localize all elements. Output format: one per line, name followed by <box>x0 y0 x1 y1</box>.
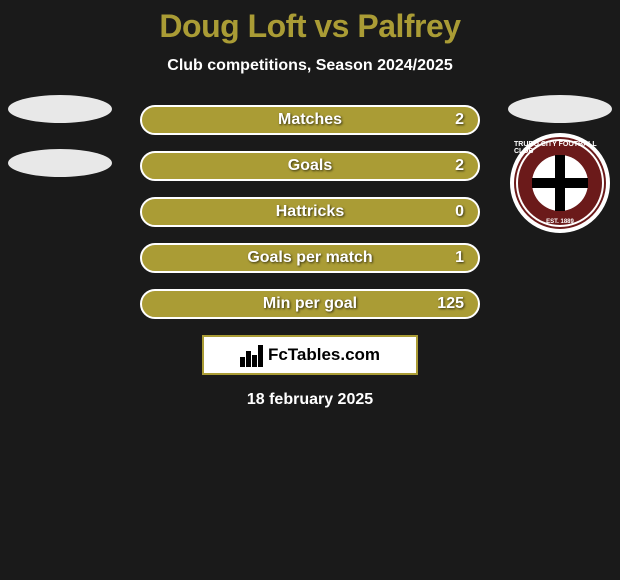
stat-row-hattricks: Hattricks 0 <box>140 197 480 227</box>
club-badge: TRURO CITY FOOTBALL CLUB EST. 1889 <box>510 133 610 233</box>
stat-label: Goals <box>288 157 332 175</box>
stat-value-right: 1 <box>455 249 464 267</box>
chart-bar <box>252 355 257 367</box>
date-text: 18 february 2025 <box>0 391 620 409</box>
comparison-title: Doug Loft vs Palfrey <box>0 8 620 45</box>
player1-name: Doug Loft <box>159 8 306 44</box>
chart-icon <box>240 343 264 367</box>
chart-bar <box>258 345 263 367</box>
right-placeholder-group: TRURO CITY FOOTBALL CLUB EST. 1889 <box>508 95 612 233</box>
chart-bar <box>246 351 251 367</box>
placeholder-oval <box>8 95 112 123</box>
left-placeholder-group <box>8 95 112 203</box>
site-brand-text: FcTables.com <box>268 345 380 365</box>
placeholder-oval <box>8 149 112 177</box>
stat-row-matches: Matches 2 <box>140 105 480 135</box>
stat-value-right: 2 <box>455 157 464 175</box>
stat-row-min-per-goal: Min per goal 125 <box>140 289 480 319</box>
stat-label: Min per goal <box>263 295 357 313</box>
stat-label: Goals per match <box>247 249 372 267</box>
stat-rows: Matches 2 Goals 2 Hattricks 0 Goals per … <box>140 105 480 319</box>
subtitle: Club competitions, Season 2024/2025 <box>0 57 620 75</box>
vs-text: vs <box>314 8 349 44</box>
stat-value-right: 2 <box>455 111 464 129</box>
club-badge-ring-text: TRURO CITY FOOTBALL CLUB <box>514 141 606 155</box>
club-badge-center <box>532 155 588 211</box>
player2-name: Palfrey <box>357 8 460 44</box>
stat-value-right: 0 <box>455 203 464 221</box>
stat-value-right: 125 <box>437 295 464 313</box>
stat-label: Hattricks <box>276 203 344 221</box>
club-badge-cross-horizontal <box>532 178 588 188</box>
stat-label: Matches <box>278 111 342 129</box>
chart-bar <box>240 357 245 367</box>
site-brand-badge[interactable]: FcTables.com <box>202 335 418 375</box>
stats-area: TRURO CITY FOOTBALL CLUB EST. 1889 Match… <box>0 105 620 409</box>
stat-row-goals-per-match: Goals per match 1 <box>140 243 480 273</box>
club-badge-est-text: EST. 1889 <box>546 219 574 225</box>
placeholder-oval <box>508 95 612 123</box>
page-container: Doug Loft vs Palfrey Club competitions, … <box>0 0 620 409</box>
stat-row-goals: Goals 2 <box>140 151 480 181</box>
